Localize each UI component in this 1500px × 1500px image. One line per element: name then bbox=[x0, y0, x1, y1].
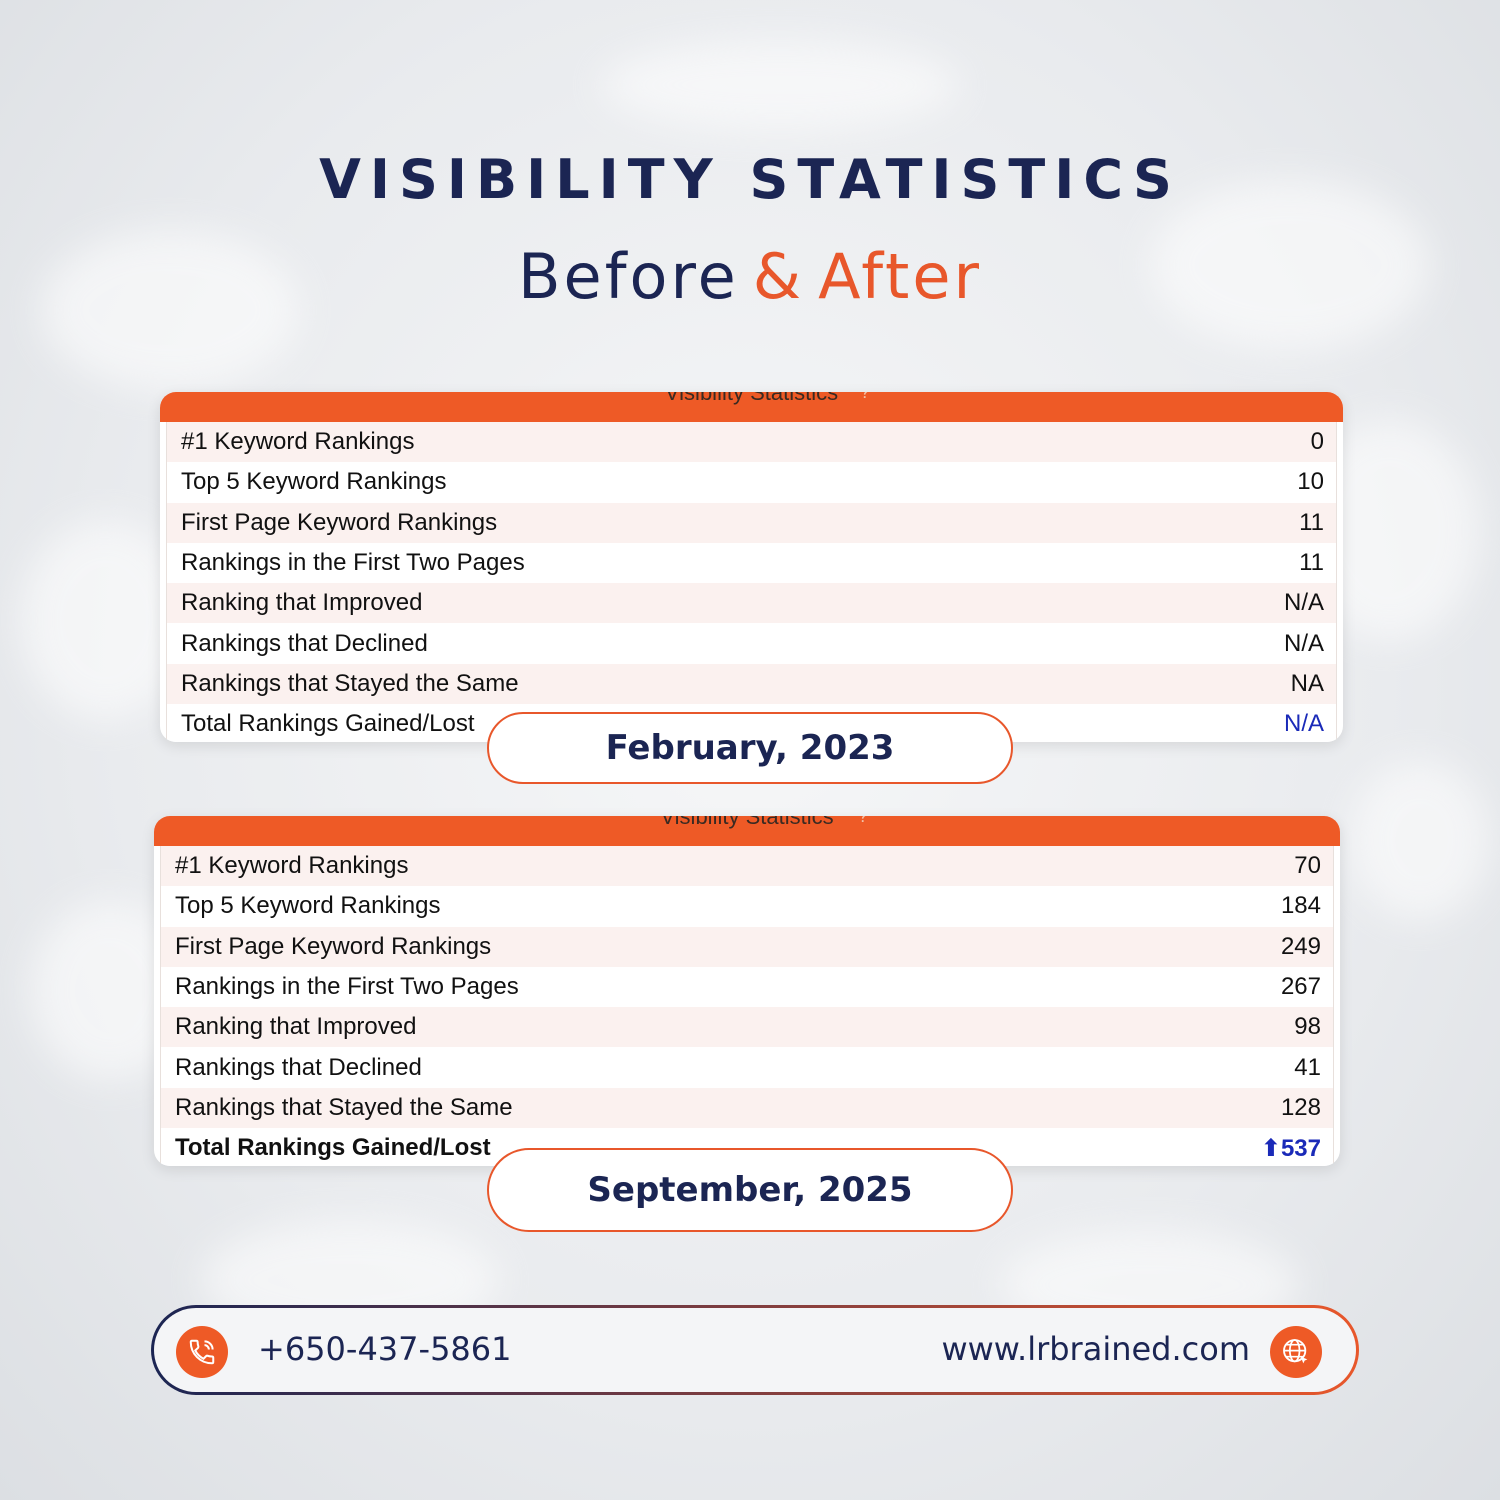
page-subtitle: Before & After bbox=[0, 240, 1500, 313]
row-label: Total Rankings Gained/Lost bbox=[181, 710, 475, 738]
row-label: Top 5 Keyword Rankings bbox=[175, 892, 441, 920]
row-label: First Page Keyword Rankings bbox=[181, 508, 498, 536]
row-value: 11 bbox=[1299, 549, 1324, 577]
row-value: 267 bbox=[1280, 973, 1321, 1001]
row-value: 184 bbox=[1280, 892, 1321, 920]
stats-panel-before: Visibility Statistics ? #1 Keyword Ranki… bbox=[160, 392, 1343, 742]
help-icon: ? bbox=[860, 392, 871, 402]
panel-header-text: Visibility Statistics bbox=[660, 816, 834, 829]
row-value: N/A bbox=[1283, 589, 1324, 617]
row-label: Rankings that Stayed the Same bbox=[175, 1093, 513, 1121]
table-row: Total Rankings Gained/Lost N/A bbox=[167, 704, 1336, 742]
table-row: Top 5 Keyword Rankings 184 bbox=[161, 886, 1333, 927]
table-row: Top 5 Keyword Rankings 10 bbox=[167, 462, 1336, 503]
panel-header: Visibility Statistics ? bbox=[160, 392, 1343, 422]
phone-number[interactable]: +650-437-5861 bbox=[258, 1330, 512, 1368]
row-label: First Page Keyword Rankings bbox=[175, 932, 492, 960]
stats-table: #1 Keyword Rankings 70 Top 5 Keyword Rank… bbox=[160, 846, 1334, 1166]
table-row: Rankings that Declined 41 bbox=[161, 1047, 1333, 1088]
row-value: 10 bbox=[1297, 468, 1324, 496]
row-label: Ranking that Improved bbox=[181, 589, 423, 617]
row-value: N/A bbox=[1283, 629, 1324, 657]
row-label: Rankings that Declined bbox=[175, 1053, 422, 1081]
subtitle-after: After bbox=[818, 240, 982, 313]
row-value-total: ⬆537 bbox=[1260, 1134, 1321, 1162]
row-label: Rankings in the First Two Pages bbox=[181, 549, 525, 577]
row-label: Rankings in the First Two Pages bbox=[175, 973, 519, 1001]
table-row: Rankings in the First Two Pages 11 bbox=[167, 542, 1336, 584]
row-value-total: N/A bbox=[1283, 710, 1324, 738]
date-label-before: February, 2023 bbox=[487, 712, 1013, 784]
table-row: First Page Keyword Rankings 11 bbox=[167, 502, 1336, 543]
stats-panel-after: Visibility Statistics ? #1 Keyword Ranki… bbox=[154, 816, 1340, 1166]
stats-table: #1 Keyword Rankings 0 Top 5 Keyword Ranki… bbox=[166, 422, 1337, 742]
table-row: #1 Keyword Rankings 70 bbox=[161, 846, 1333, 887]
table-row: Rankings in the First Two Pages 267 bbox=[161, 966, 1333, 1008]
page-title: VISIBILITY STATISTICS bbox=[319, 148, 1181, 211]
row-label-total: Total Rankings Gained/Lost bbox=[175, 1134, 491, 1162]
row-value: 249 bbox=[1280, 932, 1321, 960]
date-label-after: September, 2025 bbox=[487, 1148, 1013, 1232]
row-value: 128 bbox=[1280, 1093, 1321, 1121]
row-value: 11 bbox=[1299, 508, 1324, 536]
row-label: Ranking that Improved bbox=[175, 1013, 417, 1041]
help-icon: ? bbox=[858, 816, 869, 826]
row-label: #1 Keyword Rankings bbox=[181, 428, 415, 456]
row-value: 98 bbox=[1294, 1013, 1321, 1041]
row-label: #1 Keyword Rankings bbox=[175, 852, 409, 880]
row-value: 0 bbox=[1310, 428, 1324, 456]
globe-icon[interactable] bbox=[1270, 1326, 1322, 1378]
table-row: Rankings that Stayed the Same 128 bbox=[161, 1087, 1333, 1129]
table-row: First Page Keyword Rankings 249 bbox=[161, 926, 1333, 967]
row-value: NA bbox=[1290, 669, 1324, 697]
row-value: 41 bbox=[1294, 1053, 1321, 1081]
website-link[interactable]: www.lrbrained.com bbox=[941, 1330, 1250, 1368]
table-row: Ranking that Improved 98 bbox=[161, 1007, 1333, 1048]
phone-icon[interactable] bbox=[176, 1326, 228, 1378]
table-row: Rankings that Stayed the Same NA bbox=[167, 663, 1336, 705]
table-row: Ranking that Improved N/A bbox=[167, 583, 1336, 624]
row-label: Rankings that Declined bbox=[181, 629, 428, 657]
row-label: Rankings that Stayed the Same bbox=[181, 669, 519, 697]
table-row: Rankings that Declined N/A bbox=[167, 623, 1336, 664]
row-value: 70 bbox=[1294, 852, 1321, 880]
panel-header: Visibility Statistics ? bbox=[154, 816, 1340, 846]
subtitle-amp: & bbox=[752, 240, 805, 313]
subtitle-before: Before bbox=[518, 240, 739, 313]
contact-footer: +650-437-5861 www.lrbrained.com bbox=[151, 1305, 1359, 1395]
panel-header-text: Visibility Statistics bbox=[664, 392, 839, 405]
table-row: #1 Keyword Rankings 0 bbox=[167, 422, 1336, 463]
row-label: Top 5 Keyword Rankings bbox=[181, 468, 447, 496]
